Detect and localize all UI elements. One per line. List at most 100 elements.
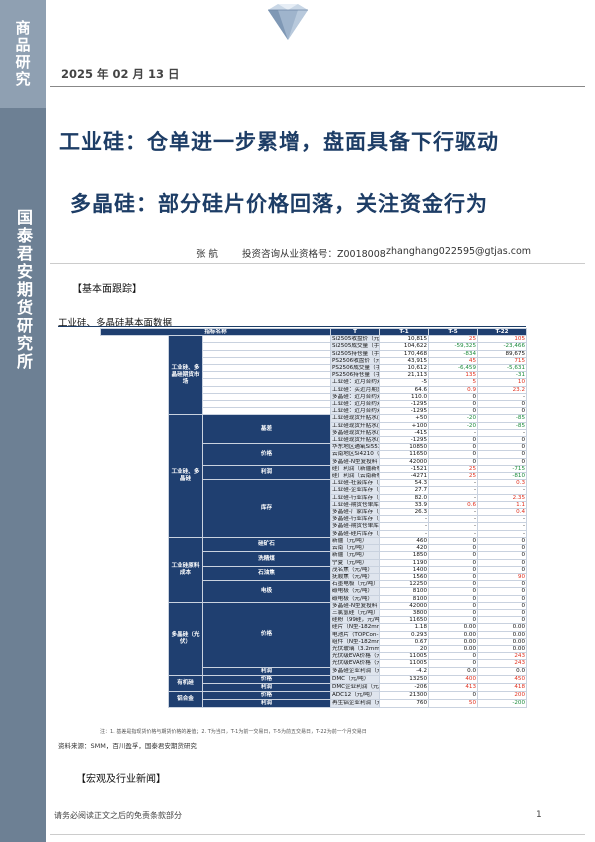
table-row: 工业硅、多晶硅基差工业硅现货升贴水(对标华东Si4210)+50-20-851,…	[101, 414, 528, 538]
indicator-name: 工业硅-行业库存（社会库存+企业库存）	[330, 493, 381, 502]
value-cell: 10,815	[379, 335, 430, 344]
value-cell: 243	[477, 652, 528, 661]
row-spacer	[101, 336, 169, 343]
value-cell: 27.7	[379, 486, 430, 495]
value-cell: -85	[477, 421, 528, 430]
value-cell: 0	[477, 436, 528, 445]
value-cell: 10	[477, 378, 528, 387]
value-cell: 1560	[379, 572, 430, 582]
value-cell: 0	[428, 652, 479, 661]
value-cell: 400	[428, 674, 479, 684]
row-spacer	[101, 588, 169, 595]
row-spacer	[101, 480, 169, 487]
value-cell: +100	[379, 421, 430, 430]
value-cell: 0.00	[477, 637, 528, 646]
value-cell: 2.35	[477, 493, 528, 502]
table-caption: 工业硅、多晶硅基本面数据	[58, 318, 173, 329]
value-cell: -4271	[379, 472, 430, 481]
value-cell: 0	[428, 551, 479, 560]
value-cell: 11650	[379, 450, 430, 459]
header-t: T	[330, 327, 381, 337]
indicator-name: 工业硅：近月合约对连一价差（元/吨）	[330, 400, 381, 409]
value-cell: -415	[379, 428, 430, 438]
table-row: 光伏级EVA价格（元/吨）110050243395	[101, 659, 528, 668]
diamond-logo-icon	[268, 4, 308, 40]
group-label: 工业硅、多晶硅	[168, 414, 203, 538]
row-spacer	[101, 667, 169, 675]
value-cell: -	[477, 392, 528, 402]
row-spacer	[101, 393, 169, 400]
value-cell: 460	[379, 536, 430, 546]
row-spacer	[101, 422, 169, 429]
value-cell: 450	[477, 674, 528, 684]
value-cell: 26.3	[379, 508, 430, 517]
indicator-name: 多晶硅-行业库存（万吨）	[330, 515, 381, 524]
group-label: 利润	[201, 666, 332, 676]
header-t-1: T-1	[379, 327, 430, 337]
row-spacer	[101, 386, 169, 393]
indicator-name: PS2506收盘价（元/吨）	[330, 356, 381, 366]
indicator-name: 华东地区通氧Si5530（元/吨）	[330, 443, 381, 452]
empty-cell	[201, 407, 332, 416]
value-cell: 0	[428, 690, 479, 700]
value-cell: 3800	[379, 608, 430, 618]
row-spacer	[101, 675, 169, 683]
value-cell: 0.4	[477, 508, 528, 517]
value-cell: 135	[428, 371, 479, 380]
value-cell: 42000	[379, 457, 430, 466]
indicator-name: 多晶硅-厂家库存（万吨）	[330, 508, 381, 517]
value-cell: 0	[428, 659, 479, 668]
value-cell: 715	[477, 356, 528, 366]
value-cell: -	[428, 515, 479, 524]
indicator-name: 光伏玻璃（3.2mm，元/平方米）	[330, 644, 381, 654]
indicator-name: 硅片（N型-182mm，元/片）	[330, 623, 381, 632]
value-cell: 0	[477, 616, 528, 625]
empty-cell	[201, 385, 332, 394]
value-cell: 1400	[379, 565, 430, 574]
table-row: 硅片（N型-182mm，元/片）1.180.000.000.10	[101, 623, 528, 632]
value-cell: 0	[477, 407, 528, 416]
value-cell: 21,113	[379, 371, 430, 380]
row-spacer	[101, 357, 169, 364]
group-label: 工业硅、多晶硅期货市场	[168, 335, 203, 416]
table-row: 抚顺焦（元/吨）1560090150	[101, 572, 528, 582]
value-cell: 0	[477, 551, 528, 560]
indicator-name: 茂名焦（元/吨）	[330, 565, 381, 574]
row-spacer	[101, 509, 169, 516]
value-cell: 0.00	[428, 630, 479, 639]
value-cell: 0	[428, 608, 479, 618]
value-cell: -	[477, 428, 528, 438]
value-cell: 0	[477, 587, 528, 596]
footer-divider	[50, 834, 585, 835]
row-spacer	[101, 473, 169, 480]
value-cell: -31	[477, 371, 528, 380]
value-cell: 11005	[379, 659, 430, 668]
section-macro-heading: 【宏观及行业新闻】	[76, 774, 166, 785]
value-cell: 10850	[379, 443, 430, 452]
row-spacer	[101, 437, 169, 444]
value-cell: 0.00	[477, 623, 528, 632]
row-spacer	[101, 372, 169, 379]
indicator-name: 三氯氢硅（元/吨）	[330, 608, 381, 618]
value-cell: 25	[428, 464, 479, 474]
table-source: 资料来源：SMM，百川盈孚，国泰君安期货研究	[58, 742, 197, 750]
value-cell: -23,466	[477, 342, 528, 351]
value-cell: 0	[477, 580, 528, 589]
value-cell: 104,622	[379, 342, 430, 351]
empty-cell	[201, 349, 332, 358]
value-cell: 170,468	[379, 349, 430, 358]
indicator-name: Si2505成交量（手）	[330, 342, 381, 351]
value-cell: -6,459	[428, 364, 479, 373]
empty-cell	[201, 378, 332, 387]
value-cell: 50	[428, 698, 479, 708]
author-email[interactable]: zhanghang022595@gtjas.com	[386, 246, 532, 257]
value-cell: 0	[428, 601, 479, 610]
value-cell: 25	[428, 335, 479, 344]
value-cell: 0.6	[428, 500, 479, 510]
sidebar-category-block: 商品研究	[0, 0, 46, 108]
table-note: 注：1. 基差是指现货价格与期货价格的差值；2. T为当日，T-1为前一交易日，…	[100, 729, 367, 735]
